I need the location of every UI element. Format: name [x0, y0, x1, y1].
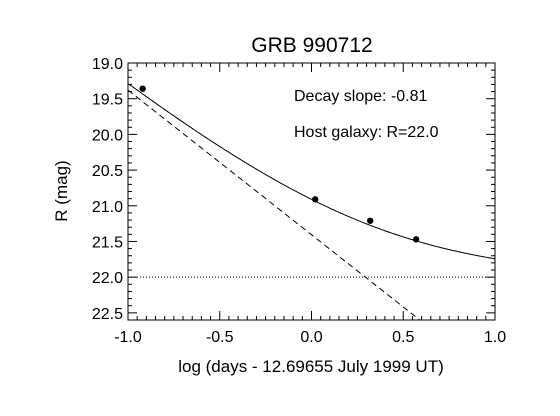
- y-tick-label: 22.5: [92, 306, 123, 323]
- total-fit-curve: [128, 83, 495, 260]
- decay-slope-annotation: Decay slope: -0.81: [294, 88, 428, 105]
- data-point: [412, 236, 420, 243]
- x-tick-label: 1.0: [484, 329, 506, 346]
- data-point: [311, 196, 319, 203]
- y-tick-label: 19.5: [92, 92, 123, 109]
- y-tick-label: 21.5: [92, 234, 123, 251]
- x-tick-label: -1.0: [114, 329, 142, 346]
- x-axis-label: log (days - 12.69655 July 1999 UT): [178, 357, 444, 376]
- y-axis-label: R (mag): [52, 160, 71, 221]
- y-tick-label: 20.5: [92, 163, 123, 180]
- plot-frame: [127, 62, 496, 321]
- afterglow-line: [128, 89, 421, 320]
- x-tick-label: 0.5: [392, 329, 414, 346]
- x-tick-label: -0.5: [206, 329, 234, 346]
- y-tick-label: 20.0: [92, 127, 123, 144]
- y-tick-label: 21.0: [92, 199, 123, 216]
- data-point: [139, 85, 146, 92]
- host-galaxy-annotation: Host galaxy: R=22.0: [294, 124, 439, 141]
- data-point: [367, 217, 374, 224]
- x-tick-label: 0.0: [300, 329, 322, 346]
- y-tick-label: 19.0: [92, 56, 123, 73]
- y-tick-label: 22.0: [92, 270, 123, 287]
- chart-title: GRB 990712: [251, 34, 372, 57]
